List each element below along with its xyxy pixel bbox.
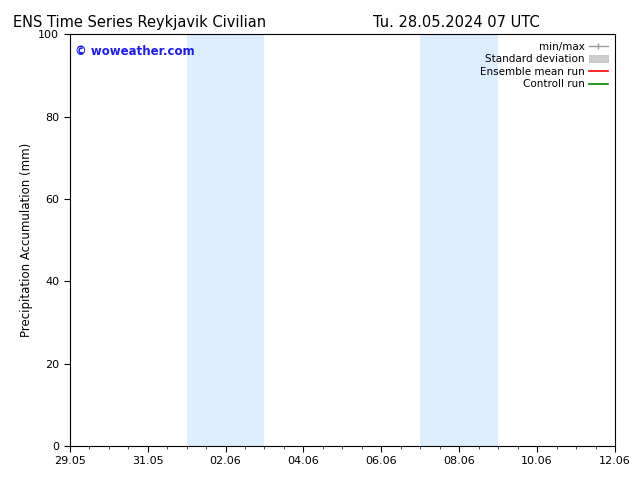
Text: ENS Time Series Reykjavik Civilian: ENS Time Series Reykjavik Civilian <box>13 15 266 30</box>
Text: Tu. 28.05.2024 07 UTC: Tu. 28.05.2024 07 UTC <box>373 15 540 30</box>
Legend: min/max, Standard deviation, Ensemble mean run, Controll run: min/max, Standard deviation, Ensemble me… <box>478 40 610 92</box>
Text: © woweather.com: © woweather.com <box>75 45 195 58</box>
Bar <box>186 34 264 446</box>
Y-axis label: Precipitation Accumulation (mm): Precipitation Accumulation (mm) <box>20 143 33 337</box>
Bar <box>420 34 498 446</box>
